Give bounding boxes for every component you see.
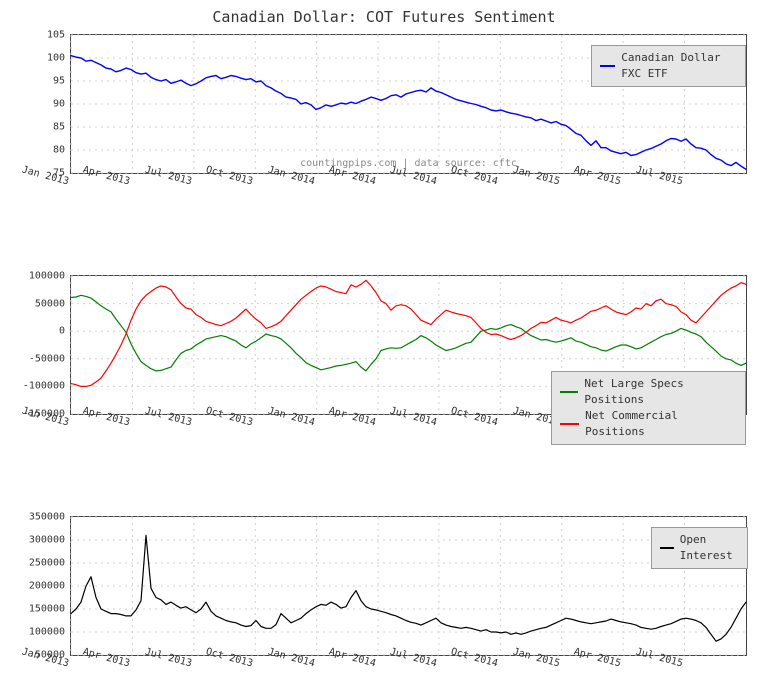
y-tick-label: -100000 bbox=[23, 381, 71, 392]
legend-label: Canadian Dollar FXC ETF bbox=[621, 50, 737, 82]
y-tick-label: 105 bbox=[47, 30, 71, 41]
y-tick-label: 300000 bbox=[29, 535, 71, 546]
legend-label: Net Commercial Positions bbox=[585, 408, 737, 440]
panel3-series-0 bbox=[71, 535, 746, 641]
legend-swatch bbox=[560, 423, 579, 425]
panel2-series-0 bbox=[71, 295, 746, 371]
legend-label: Net Large Specs Positions bbox=[584, 376, 737, 408]
y-tick-label: 80 bbox=[53, 145, 71, 156]
x-tick-label: Jan 2013 bbox=[21, 161, 71, 188]
watermark: countingpips.com | data source: cftc bbox=[71, 158, 746, 169]
y-tick-label: 150000 bbox=[29, 604, 71, 615]
legend-row: Net Large Specs Positions bbox=[560, 376, 737, 408]
panel2-plot-area: -150000-100000-50000050000100000Jan 2013… bbox=[70, 275, 747, 415]
x-tick-label: Jan 2013 bbox=[21, 643, 71, 670]
panel3-plot-area: 5000010000015000020000025000030000035000… bbox=[70, 516, 747, 656]
panel2-legend: Net Large Specs PositionsNet Commercial … bbox=[551, 371, 746, 445]
y-tick-label: 200000 bbox=[29, 581, 71, 592]
legend-swatch bbox=[660, 547, 674, 549]
y-tick-label: 100000 bbox=[29, 271, 71, 282]
y-tick-label: 250000 bbox=[29, 558, 71, 569]
x-tick-label: Jan 2013 bbox=[21, 402, 71, 429]
y-tick-label: -50000 bbox=[29, 353, 71, 364]
y-tick-label: 100 bbox=[47, 53, 71, 64]
panel1-plot-area: 7580859095100105Jan 2013Apr 2013Jul 2013… bbox=[70, 34, 747, 174]
y-tick-label: 100000 bbox=[29, 627, 71, 638]
y-tick-label: 95 bbox=[53, 76, 71, 87]
legend-label: Open Interest bbox=[680, 532, 739, 564]
y-tick-label: 50000 bbox=[35, 298, 71, 309]
legend-swatch bbox=[600, 65, 615, 67]
legend-swatch bbox=[560, 391, 578, 393]
chart-title: Canadian Dollar: COT Futures Sentiment bbox=[0, 8, 768, 26]
legend-row: Net Commercial Positions bbox=[560, 408, 737, 440]
legend-row: Open Interest bbox=[660, 532, 739, 564]
y-tick-label: 90 bbox=[53, 99, 71, 110]
y-tick-label: 0 bbox=[59, 326, 71, 337]
panel1-legend: Canadian Dollar FXC ETF bbox=[591, 45, 746, 87]
panel3-legend: Open Interest bbox=[651, 527, 748, 569]
figure: Canadian Dollar: COT Futures Sentiment 75… bbox=[0, 0, 768, 698]
y-tick-label: 350000 bbox=[29, 512, 71, 523]
y-tick-label: 85 bbox=[53, 122, 71, 133]
legend-row: Canadian Dollar FXC ETF bbox=[600, 50, 737, 82]
